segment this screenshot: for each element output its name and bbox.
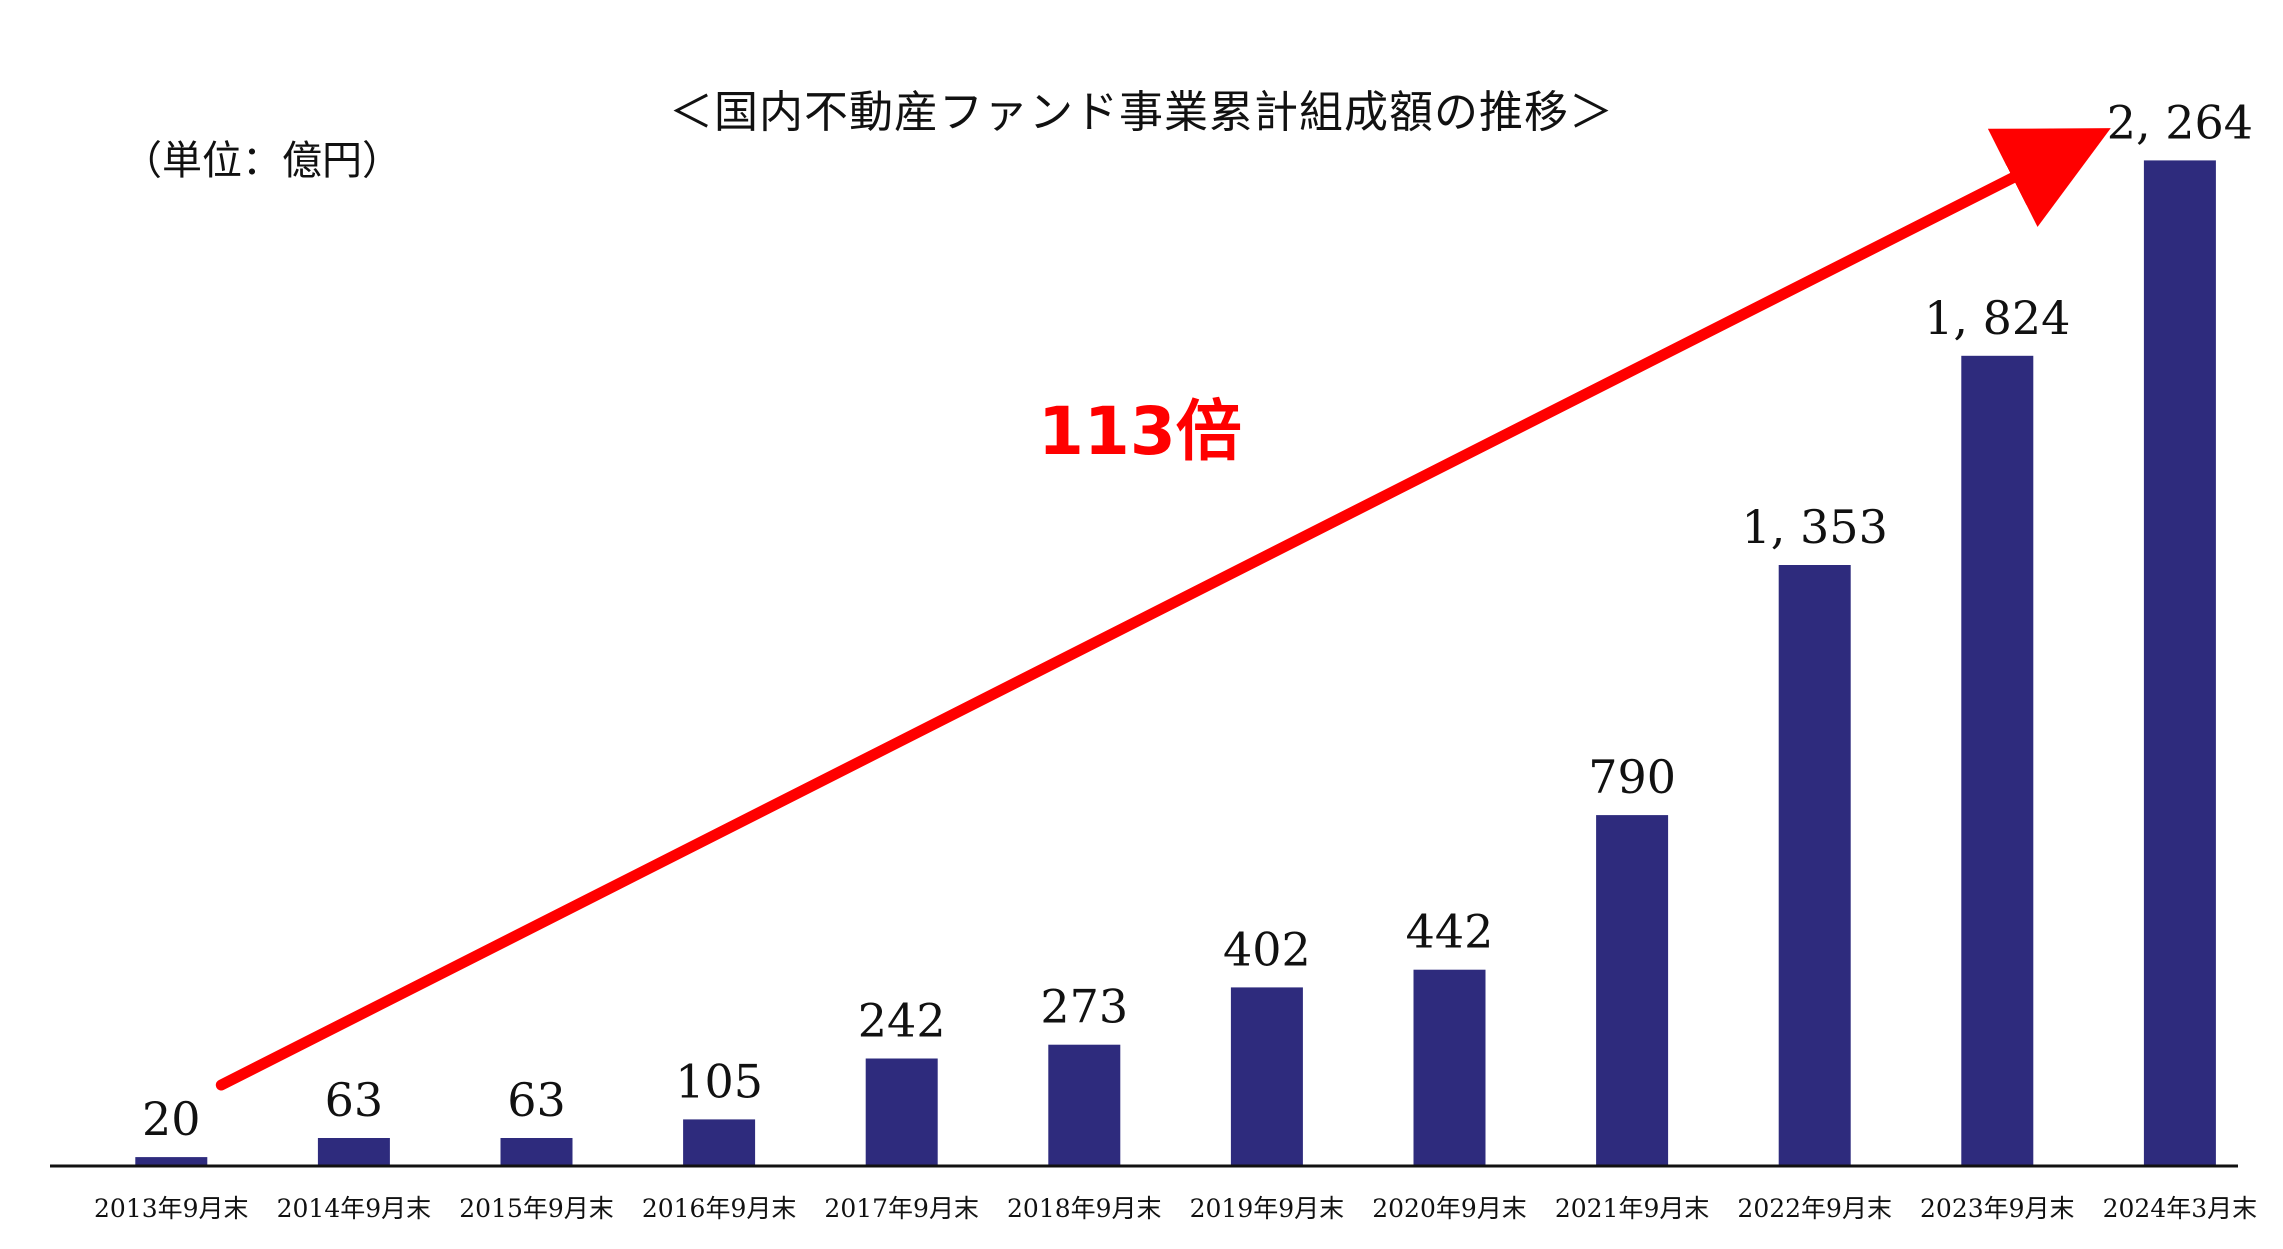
- bar-2022年9月末: [1778, 565, 1851, 1166]
- bar-2013年9月末: [135, 1157, 208, 1166]
- value-label: 105: [675, 1054, 763, 1108]
- value-label: 63: [507, 1073, 566, 1127]
- bars-layer: [135, 160, 2216, 1166]
- value-label: 2, 264: [2107, 95, 2253, 149]
- category-label: 2022年9月末: [1737, 1194, 1892, 1223]
- unit-label: （単位：億円）: [122, 138, 402, 184]
- growth-arrow: [215, 128, 2111, 1091]
- value-label: 442: [1406, 905, 1494, 959]
- category-label: 2023年9月末: [1920, 1194, 2075, 1223]
- category-label: 2018年9月末: [1007, 1194, 1162, 1223]
- bar-2024年3月末: [2143, 160, 2216, 1166]
- category-label: 2019年9月末: [1190, 1194, 1345, 1223]
- bar-2018年9月末: [1048, 1044, 1121, 1166]
- category-label: 2024年3月末: [2103, 1194, 2258, 1223]
- value-label: 242: [858, 994, 946, 1048]
- category-label: 2015年9月末: [459, 1194, 614, 1223]
- bar-2016年9月末: [683, 1119, 756, 1166]
- category-label: 2016年9月末: [642, 1194, 797, 1223]
- bar-2023年9月末: [1961, 355, 2034, 1166]
- category-label: 2020年9月末: [1372, 1194, 1527, 1223]
- category-label: 2017年9月末: [824, 1194, 979, 1223]
- value-labels-layer: 20 63 63 105 242 273 402 442 790 1, 353 1, 824 2, 2…: [142, 95, 2253, 1146]
- bar-2014年9月末: [317, 1138, 390, 1166]
- value-label: 273: [1040, 980, 1128, 1034]
- bar-2019年9月末: [1230, 987, 1303, 1166]
- category-label: 2021年9月末: [1555, 1194, 1710, 1223]
- value-label: 790: [1588, 750, 1676, 804]
- value-label: 1, 353: [1742, 500, 1888, 554]
- bar-2017年9月末: [865, 1058, 938, 1166]
- category-label: 2013年9月末: [94, 1194, 249, 1223]
- category-labels-layer: 2013年9月末 2014年9月末 2015年9月末 2016年9月末 2017年9月末…: [94, 1194, 2257, 1223]
- bar-2015年9月末: [500, 1138, 573, 1166]
- value-label: 1, 824: [1924, 291, 2070, 345]
- value-label: 20: [142, 1092, 201, 1146]
- chart-title: ＜国内不動産ファンド事業累計組成額の推移＞: [669, 87, 1614, 138]
- bar-2021年9月末: [1596, 815, 1669, 1166]
- bar-2020年9月末: [1413, 969, 1486, 1166]
- category-label: 2014年9月末: [277, 1194, 432, 1223]
- value-label: 402: [1223, 922, 1311, 976]
- growth-multiplier-label: 113倍: [1038, 393, 1242, 470]
- value-label: 63: [325, 1073, 384, 1127]
